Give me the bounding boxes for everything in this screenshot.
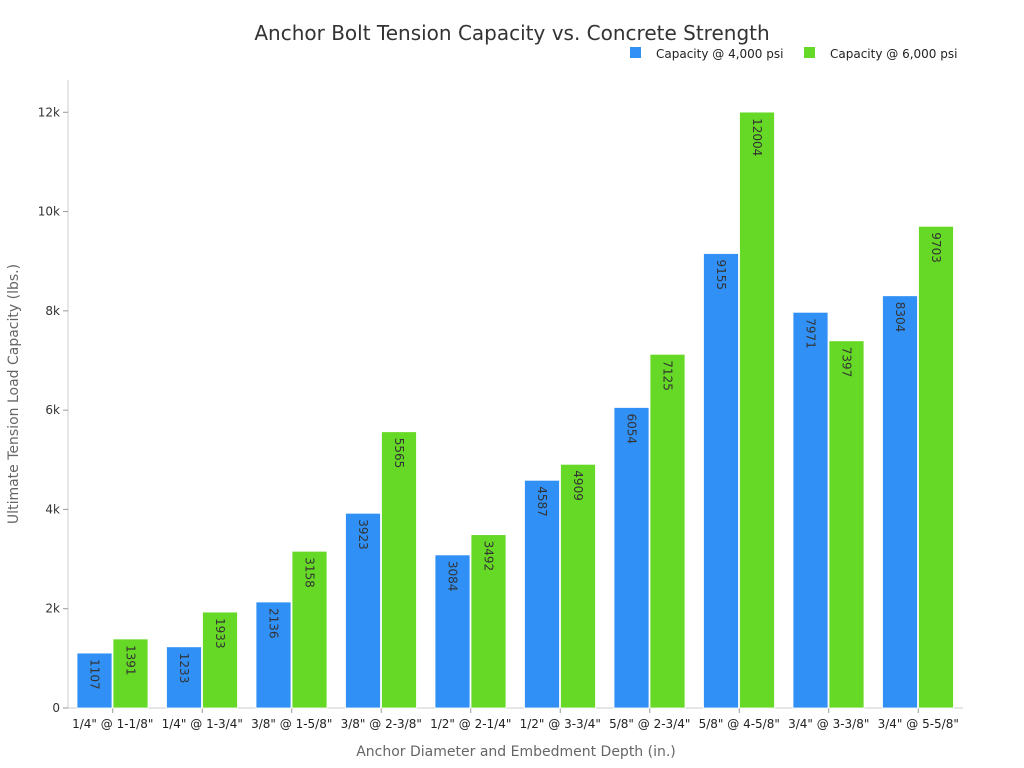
y-tick-label: 10k [38, 205, 60, 219]
x-tick-label: 3/4" @ 5-5/8" [878, 717, 959, 731]
x-tick-label: 5/8" @ 4-5/8" [699, 717, 780, 731]
x-tick-label: 1/2" @ 2-1/4" [430, 717, 511, 731]
chart-title: Anchor Bolt Tension Capacity vs. Concret… [254, 21, 769, 45]
x-tick-label: 5/8" @ 2-3/4" [609, 717, 690, 731]
legend-label: Capacity @ 6,000 psi [830, 47, 957, 61]
data-label: 5565 [392, 438, 406, 469]
data-label: 1233 [177, 653, 191, 684]
y-tick-label: 4k [45, 502, 60, 516]
bar-6000-psi [202, 611, 238, 709]
data-label: 1391 [124, 645, 138, 676]
legend-swatch [630, 47, 641, 58]
data-label: 6054 [625, 413, 639, 444]
x-tick-label: 3/4" @ 3-3/8" [788, 717, 869, 731]
bars: 1107 1391 1233 1933 2136 3158 3923 5565 3084 3492… [76, 111, 954, 709]
y-axis-label: Ultimate Tension Load Capacity (lbs.) [6, 264, 22, 524]
bar-6000-psi [291, 550, 328, 709]
data-label: 1107 [88, 659, 102, 690]
data-label: 3158 [303, 557, 317, 588]
bar-6000-psi [649, 353, 686, 709]
legend-swatch [804, 47, 815, 58]
x-axis-label: Anchor Diameter and Embedment Depth (in.… [356, 744, 676, 760]
data-label: 4587 [535, 486, 549, 517]
x-tick-label: 1/2" @ 3-3/4" [520, 717, 601, 731]
data-label: 4909 [571, 470, 585, 501]
bar-6000-psi [828, 340, 865, 709]
data-label: 3492 [482, 541, 496, 572]
y-tick-label: 12k [38, 105, 60, 119]
data-label: 7971 [804, 318, 818, 349]
y-tick-label: 0 [52, 701, 60, 715]
bar-6000-psi [560, 463, 596, 709]
bar-4000-psi [76, 652, 113, 709]
bar-6000-psi [739, 111, 775, 709]
x-tick-label: 1/4" @ 1-1/8" [72, 717, 153, 731]
bar-4000-psi [792, 311, 829, 709]
data-label: 12004 [750, 118, 764, 156]
x-tick-label: 3/8" @ 2-3/8" [341, 717, 422, 731]
bar-6000-psi [918, 225, 954, 709]
data-label: 8304 [893, 302, 907, 333]
bar-4000-psi [613, 407, 650, 709]
data-label: 9703 [929, 232, 943, 263]
bar-6000-psi [112, 638, 149, 709]
x-tick-label: 3/8" @ 1-5/8" [251, 717, 332, 731]
legend-label: Capacity @ 4,000 psi [656, 47, 783, 61]
data-label: 7397 [840, 347, 854, 378]
bar-4000-psi [703, 253, 739, 709]
bar-6000-psi [381, 431, 417, 709]
data-label: 3084 [446, 561, 460, 592]
bar-4000-psi [255, 601, 292, 709]
data-label: 9155 [714, 260, 728, 291]
data-label: 7125 [661, 360, 675, 391]
bar-4000-psi [166, 646, 202, 709]
y-tick-label: 8k [45, 304, 60, 318]
bar-4000-psi [524, 479, 560, 709]
bar-6000-psi [470, 534, 507, 709]
x-tick-label: 1/4" @ 1-3/4" [162, 717, 243, 731]
data-label: 2136 [267, 608, 281, 639]
y-tick-label: 6k [45, 403, 60, 417]
axes: 0 2k 4k 6k 8k 10k 12k 1/4" @ 1-1/8" 1/4" @ 1-3/4… [38, 80, 963, 731]
bar-4000-psi [434, 554, 471, 709]
y-tick-label: 2k [45, 602, 60, 616]
legend: Capacity @ 4,000 psi Capacity @ 6,000 psi [630, 47, 957, 61]
bar-4000-psi [882, 295, 918, 709]
bar-4000-psi [345, 512, 381, 709]
data-label: 1933 [213, 618, 227, 649]
data-label: 3923 [356, 519, 370, 550]
